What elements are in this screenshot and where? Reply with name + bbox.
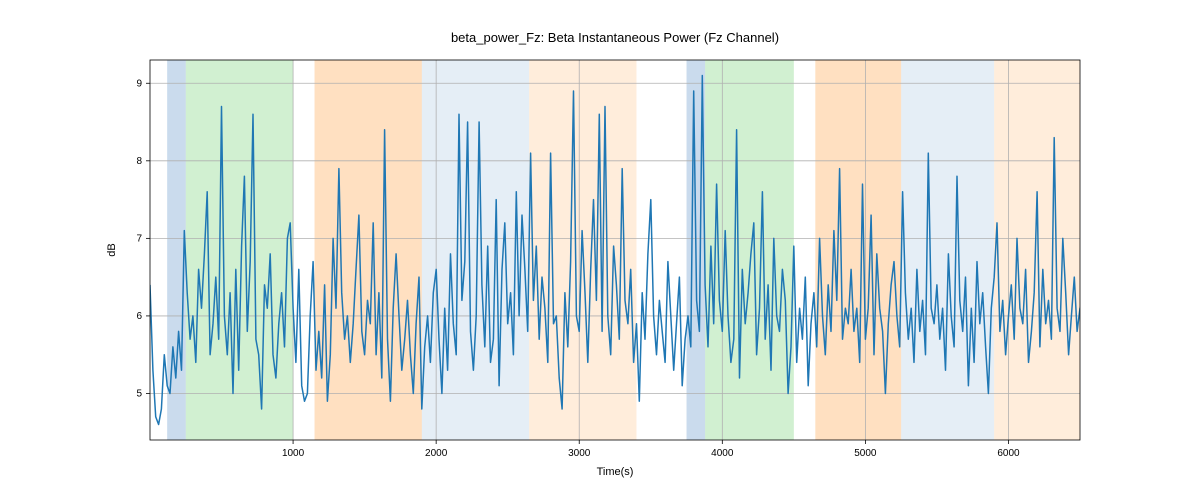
region-1 (186, 60, 293, 440)
chart-svg: 1000 2000 3000 4000 5000 6000 5 6 7 8 9 Time(s) dB be… (0, 0, 1200, 500)
xtick-label: 6000 (997, 448, 1020, 459)
ytick-label: 7 (136, 233, 142, 244)
ylabel: dB (106, 243, 118, 256)
ytick-label: 5 (136, 388, 142, 399)
region-2 (315, 60, 422, 440)
ytick-label: 6 (136, 311, 142, 322)
region-8 (901, 60, 994, 440)
region-3 (422, 60, 529, 440)
xlabel: Time(s) (597, 466, 634, 478)
chart-container: 1000 2000 3000 4000 5000 6000 5 6 7 8 9 Time(s) dB be… (0, 0, 1200, 500)
chart-title: beta_power_Fz: Beta Instantaneous Power … (451, 30, 779, 45)
xtick-label: 2000 (425, 448, 448, 459)
ytick-label: 8 (136, 156, 142, 167)
xtick-label: 1000 (282, 448, 305, 459)
xtick-label: 5000 (854, 448, 877, 459)
region-9 (994, 60, 1080, 440)
ytick-label: 9 (136, 78, 142, 89)
xtick-label: 4000 (711, 448, 734, 459)
region-7 (815, 60, 901, 440)
xtick-label: 3000 (568, 448, 591, 459)
